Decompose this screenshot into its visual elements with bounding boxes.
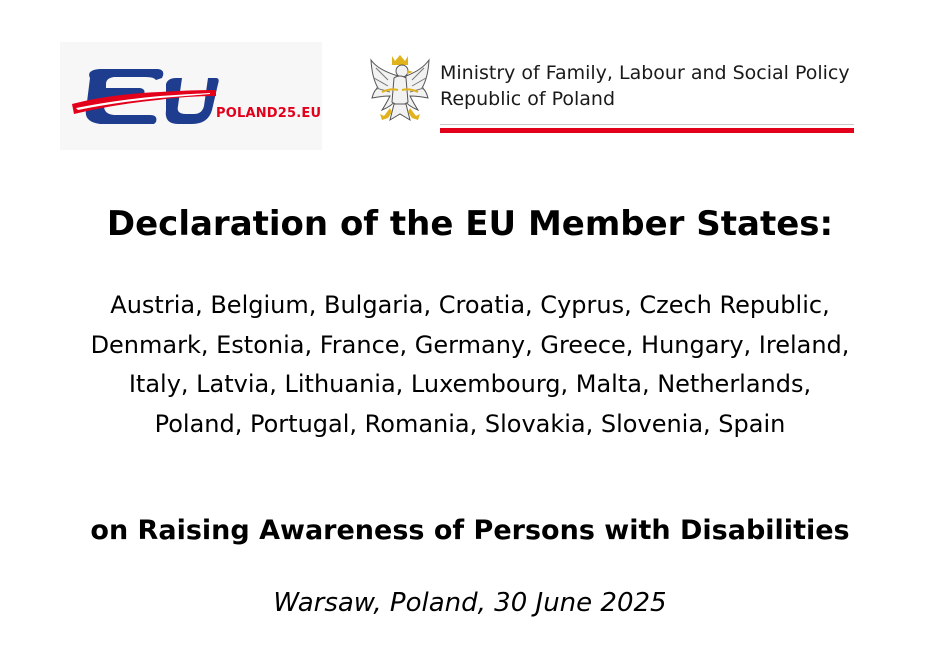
polish-eagle-emblem-icon [370,55,430,122]
ministry-divider-red [440,128,854,133]
declaration-title: Declaration of the EU Member States: [106,204,834,244]
ministry-logo: Ministry of Family, Labour and Social Po… [362,42,860,150]
poland25-eu-logo: POLAND25.EU [60,42,322,150]
place-and-date: Warsaw, Poland, 30 June 2025 [273,588,667,618]
ministry-name: Ministry of Family, Labour and Social Po… [440,62,850,84]
ministry-divider-thin [440,124,854,125]
eu-presidency-logo-text: POLAND25.EU [216,106,322,121]
member-states-list: Austria, Belgium, Bulgaria, Croatia, Cyp… [90,291,850,438]
declaration-subtitle: on Raising Awareness of Persons with Dis… [90,515,850,546]
country-name: Republic of Poland [440,88,616,110]
poland25-eu-logo-icon [72,69,219,124]
header-logos: POLAND25.EU Ministry of Family, [60,42,860,152]
